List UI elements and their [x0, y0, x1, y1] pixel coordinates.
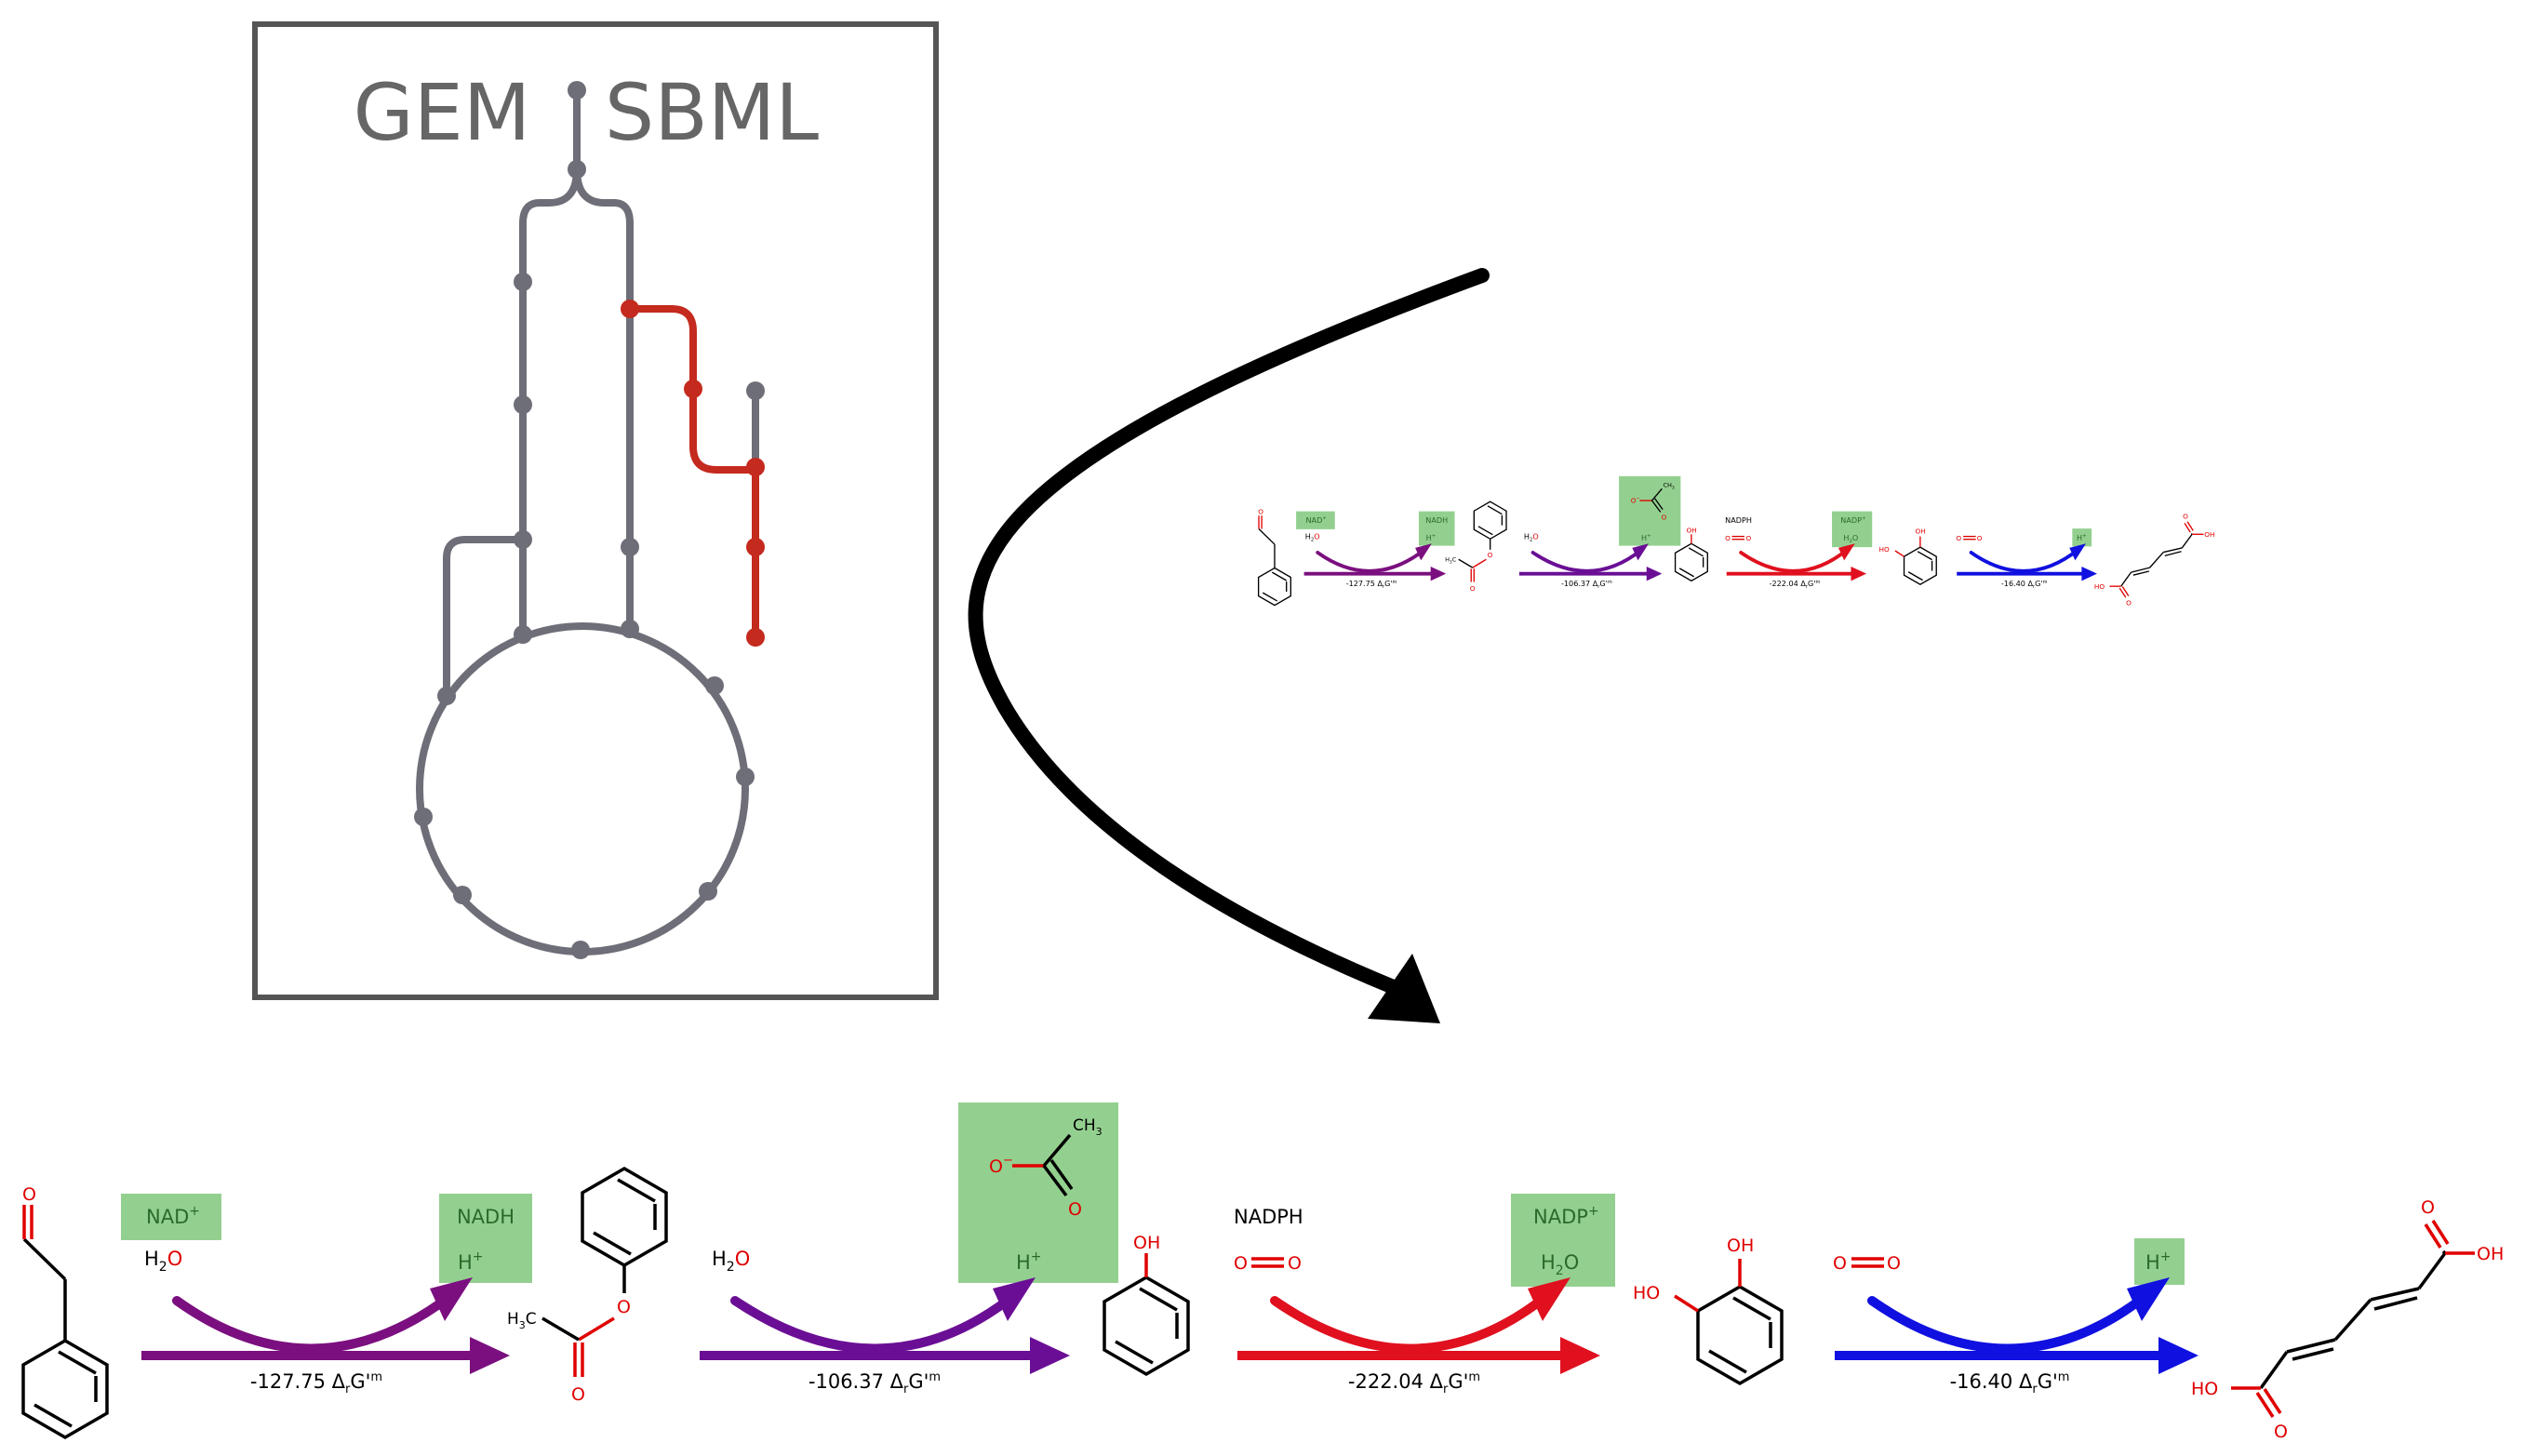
label-nadh: NADH: [457, 1206, 515, 1228]
highlight-nadh: [439, 1194, 532, 1283]
pathway-thumbnail: [1258, 476, 2214, 608]
atom-oh-acid-1: OH: [2477, 1244, 2504, 1264]
atom-o-minus: O−: [989, 1154, 1013, 1177]
atom-o2-b: O: [1288, 1253, 1302, 1274]
transition-arrow: [968, 268, 1490, 1023]
label-h-plus-4: H+: [2145, 1249, 2172, 1274]
molecule-muconic-acid: O OH O HO: [2191, 1197, 2504, 1442]
highlight-nadp: [1511, 1194, 1615, 1287]
label-h2o-1: H2O: [144, 1248, 182, 1275]
molecule-phenol: OH: [1103, 1233, 1190, 1376]
atom-o2-a: O: [1234, 1253, 1248, 1274]
atom-oh-phenol: OH: [1133, 1233, 1160, 1253]
molecule-oxygen-1: O O: [1234, 1253, 1302, 1274]
network-nodes-grey: [414, 81, 765, 959]
network-map-red: [626, 305, 759, 641]
label-ch3: CH3: [1073, 1116, 1103, 1138]
molecule-oxygen-2: O O: [1833, 1253, 1901, 1274]
reaction-3: NADPH O O NADP+ H2O -222.04 ΔrG'm: [1234, 1194, 1615, 1396]
inset-title-sbml: SBML: [605, 67, 819, 158]
atom-o-ester: O: [617, 1297, 631, 1317]
network-nodes-red: [621, 300, 765, 647]
atom-ho-catechol-2: HO: [1633, 1283, 1660, 1303]
atom-o-carbonyl: O: [571, 1384, 585, 1405]
network-map-grey: [416, 87, 749, 955]
inset-panel: GEM SBML: [252, 21, 939, 1000]
molecule-catechol: OH HO: [1633, 1236, 1784, 1385]
atom-o2-d: O: [1887, 1253, 1901, 1274]
energy-label-2: -106.37 ΔrG'm: [809, 1370, 941, 1396]
atom-o-acetate: O: [1068, 1199, 1082, 1220]
inset-box: [252, 21, 939, 1000]
label-h2o-2: H2O: [712, 1248, 750, 1275]
atom-o: O: [22, 1184, 36, 1205]
energy-label-3: -222.04 ΔrG'm: [1348, 1370, 1480, 1396]
pathway-main: O NAD+ H2O NADH H+ -127.75 ΔrG'm O O: [21, 1102, 2504, 1442]
highlight-acetate: [958, 1102, 1118, 1283]
atom-ho-acid-2: HO: [2191, 1379, 2218, 1399]
highlight-h-plus: [2134, 1238, 2185, 1285]
highlight-nad: [121, 1194, 221, 1240]
molecule-phenylacetaldehyde: O: [21, 1184, 109, 1439]
reaction-2: H2O O− O CH3 H+ -106.37 ΔrG'm: [700, 1102, 1118, 1396]
molecule-phenyl-acetate: O O H3C: [507, 1167, 668, 1405]
label-h-plus-2: H+: [1016, 1249, 1042, 1274]
inset-title-gem: GEM: [354, 67, 531, 158]
label-h3c: H3C: [507, 1310, 537, 1331]
atom-o-acid-2: O: [2274, 1422, 2288, 1442]
reaction-4: O O H+ -16.40 ΔrG'm: [1833, 1238, 2199, 1396]
label-nad-plus: NAD+: [146, 1204, 200, 1228]
atom-o-acid-1: O: [2421, 1197, 2435, 1218]
label-nadp-plus: NADP+: [1533, 1204, 1599, 1228]
atom-o2-c: O: [1833, 1253, 1847, 1274]
energy-label-1: -127.75 ΔrG'm: [250, 1370, 382, 1396]
reaction-1: NAD+ H2O NADH H+ -127.75 ΔrG'm: [121, 1194, 532, 1396]
energy-label-4: -16.40 ΔrG'm: [1950, 1370, 2070, 1396]
atom-oh-catechol-1: OH: [1727, 1236, 1754, 1256]
label-nadph: NADPH: [1234, 1206, 1303, 1228]
label-h-plus-1: H+: [458, 1249, 484, 1274]
label-h2o-product: H2O: [1541, 1251, 1579, 1278]
molecule-acetate: O− O CH3: [989, 1116, 1103, 1220]
